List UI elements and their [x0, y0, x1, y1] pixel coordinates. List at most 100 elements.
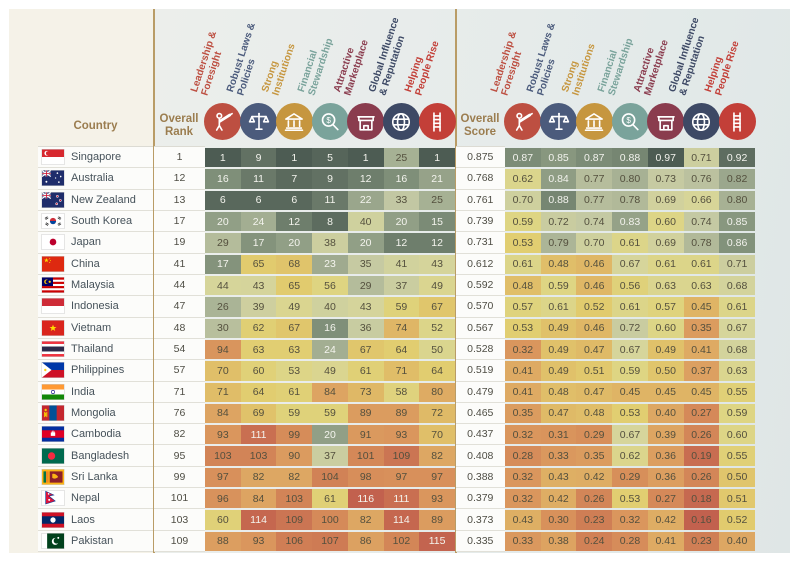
storefront-icon [356, 115, 375, 131]
score-cell: 0.23 [683, 531, 720, 552]
rank-cell: 25 [419, 190, 455, 210]
score-cell: 0.61 [683, 254, 720, 274]
rank-cell: 11 [312, 190, 348, 210]
ladder-icon [733, 111, 741, 132]
country-band: Thailand [38, 338, 153, 361]
score-cell: 0.67 [719, 318, 755, 338]
overall-score-value: 0.373 [455, 509, 505, 531]
score-cell: 0.69 [647, 233, 684, 253]
header-separator [455, 146, 505, 147]
country-band: New Zealand [38, 189, 153, 211]
rank-cell: 67 [347, 339, 384, 360]
score-cell: 0.46 [576, 318, 613, 338]
score-cell: 0.84 [540, 169, 577, 189]
score-cell: 0.47 [540, 403, 577, 424]
score-cell: 0.71 [683, 148, 720, 168]
score-cell: 0.32 [505, 339, 541, 360]
score-cell: 0.62 [505, 169, 541, 189]
category-icon-telescope-person-score [504, 103, 542, 140]
rank-cell: 1 [419, 148, 455, 168]
country-band: Bangladesh [38, 445, 153, 467]
score-cell: 0.43 [540, 467, 577, 488]
score-cell: 0.61 [647, 254, 684, 274]
overall-rank-value: 41 [154, 253, 205, 275]
rank-cell: 33 [383, 190, 420, 210]
score-cell: 0.31 [540, 425, 577, 445]
score-cell: 0.59 [540, 275, 577, 296]
score-cell: 0.61 [540, 297, 577, 317]
rank-cell: 23 [312, 254, 348, 274]
score-cell: 0.18 [683, 489, 720, 509]
category-label-rank-4: Attractive Marketplace [332, 36, 371, 97]
country-name: New Zealand [71, 193, 136, 206]
rank-cell: 103 [205, 446, 241, 466]
rank-cell: 43 [419, 254, 455, 274]
score-cell: 0.38 [540, 531, 577, 552]
rank-cell: 12 [347, 169, 384, 189]
rank-cell: 17 [240, 233, 277, 253]
overall-rank-value: 19 [154, 232, 205, 254]
score-cell: 0.53 [612, 403, 648, 424]
country-band: Singapore [38, 147, 153, 169]
rank-cell: 9 [240, 148, 277, 168]
rank-cell: 16 [312, 318, 348, 338]
country-name: Mongolia [71, 406, 116, 419]
score-cell: 0.79 [540, 233, 577, 253]
score-cell: 0.36 [647, 467, 684, 488]
rank-cell: 65 [276, 275, 313, 296]
rank-cell: 12 [383, 233, 420, 253]
rank-cell: 68 [276, 254, 313, 274]
rank-cell: 89 [383, 403, 420, 424]
score-cell: 0.33 [505, 531, 541, 552]
score-cell: 0.61 [719, 297, 755, 317]
score-cell: 0.76 [683, 169, 720, 189]
rank-cell: 24 [240, 211, 277, 232]
overall-rank-value: 54 [154, 338, 205, 361]
la-flag-icon [42, 512, 64, 528]
overall-score-value: 0.731 [455, 232, 505, 254]
overall-rank-header: Overall Rank [159, 113, 199, 138]
score-cell: 0.83 [612, 211, 648, 232]
score-cell: 0.48 [576, 403, 613, 424]
my-flag-icon [42, 277, 64, 293]
rank-cell: 65 [240, 254, 277, 274]
score-cell: 0.77 [576, 190, 613, 210]
bank-icon [285, 112, 304, 131]
rank-cell: 82 [347, 510, 384, 530]
rank-cell: 104 [312, 467, 348, 488]
rank-cell: 9 [312, 169, 348, 189]
mn-flag-icon [42, 405, 64, 421]
country-name: Cambodia [71, 428, 122, 441]
score-cell: 0.46 [576, 254, 613, 274]
rank-cell: 109 [276, 510, 313, 530]
score-cell: 0.24 [576, 531, 613, 552]
overall-rank-value: 109 [154, 530, 205, 553]
rank-cell: 39 [240, 297, 277, 317]
rank-cell: 93 [205, 425, 241, 445]
score-cell: 0.41 [647, 531, 684, 552]
rank-cell: 36 [347, 318, 384, 338]
score-cell: 0.42 [576, 467, 613, 488]
rank-cell: 26 [205, 297, 241, 317]
category-icon-scales-rank [240, 103, 278, 140]
rank-cell: 114 [240, 510, 277, 530]
score-cell: 0.26 [683, 425, 720, 445]
rank-cell: 102 [383, 531, 420, 552]
rank-cell: 5 [312, 148, 348, 168]
score-cell: 0.53 [505, 318, 541, 338]
rank-cell: 15 [419, 211, 455, 232]
rank-cell: 17 [205, 254, 241, 274]
rank-cell: 49 [419, 275, 455, 296]
sg-flag-icon [42, 149, 64, 165]
score-cell: 0.45 [647, 382, 684, 402]
rank-cell: 6 [240, 190, 277, 210]
rank-cell: 64 [240, 382, 277, 402]
rank-cell: 62 [240, 318, 277, 338]
rank-cell: 16 [383, 169, 420, 189]
overall-rank-value: 17 [154, 210, 205, 233]
rank-cell: 37 [312, 446, 348, 466]
globe-icon [692, 112, 711, 131]
score-cell: 0.29 [576, 425, 613, 445]
score-cell: 0.23 [576, 510, 613, 530]
ladder-icon [433, 111, 441, 132]
